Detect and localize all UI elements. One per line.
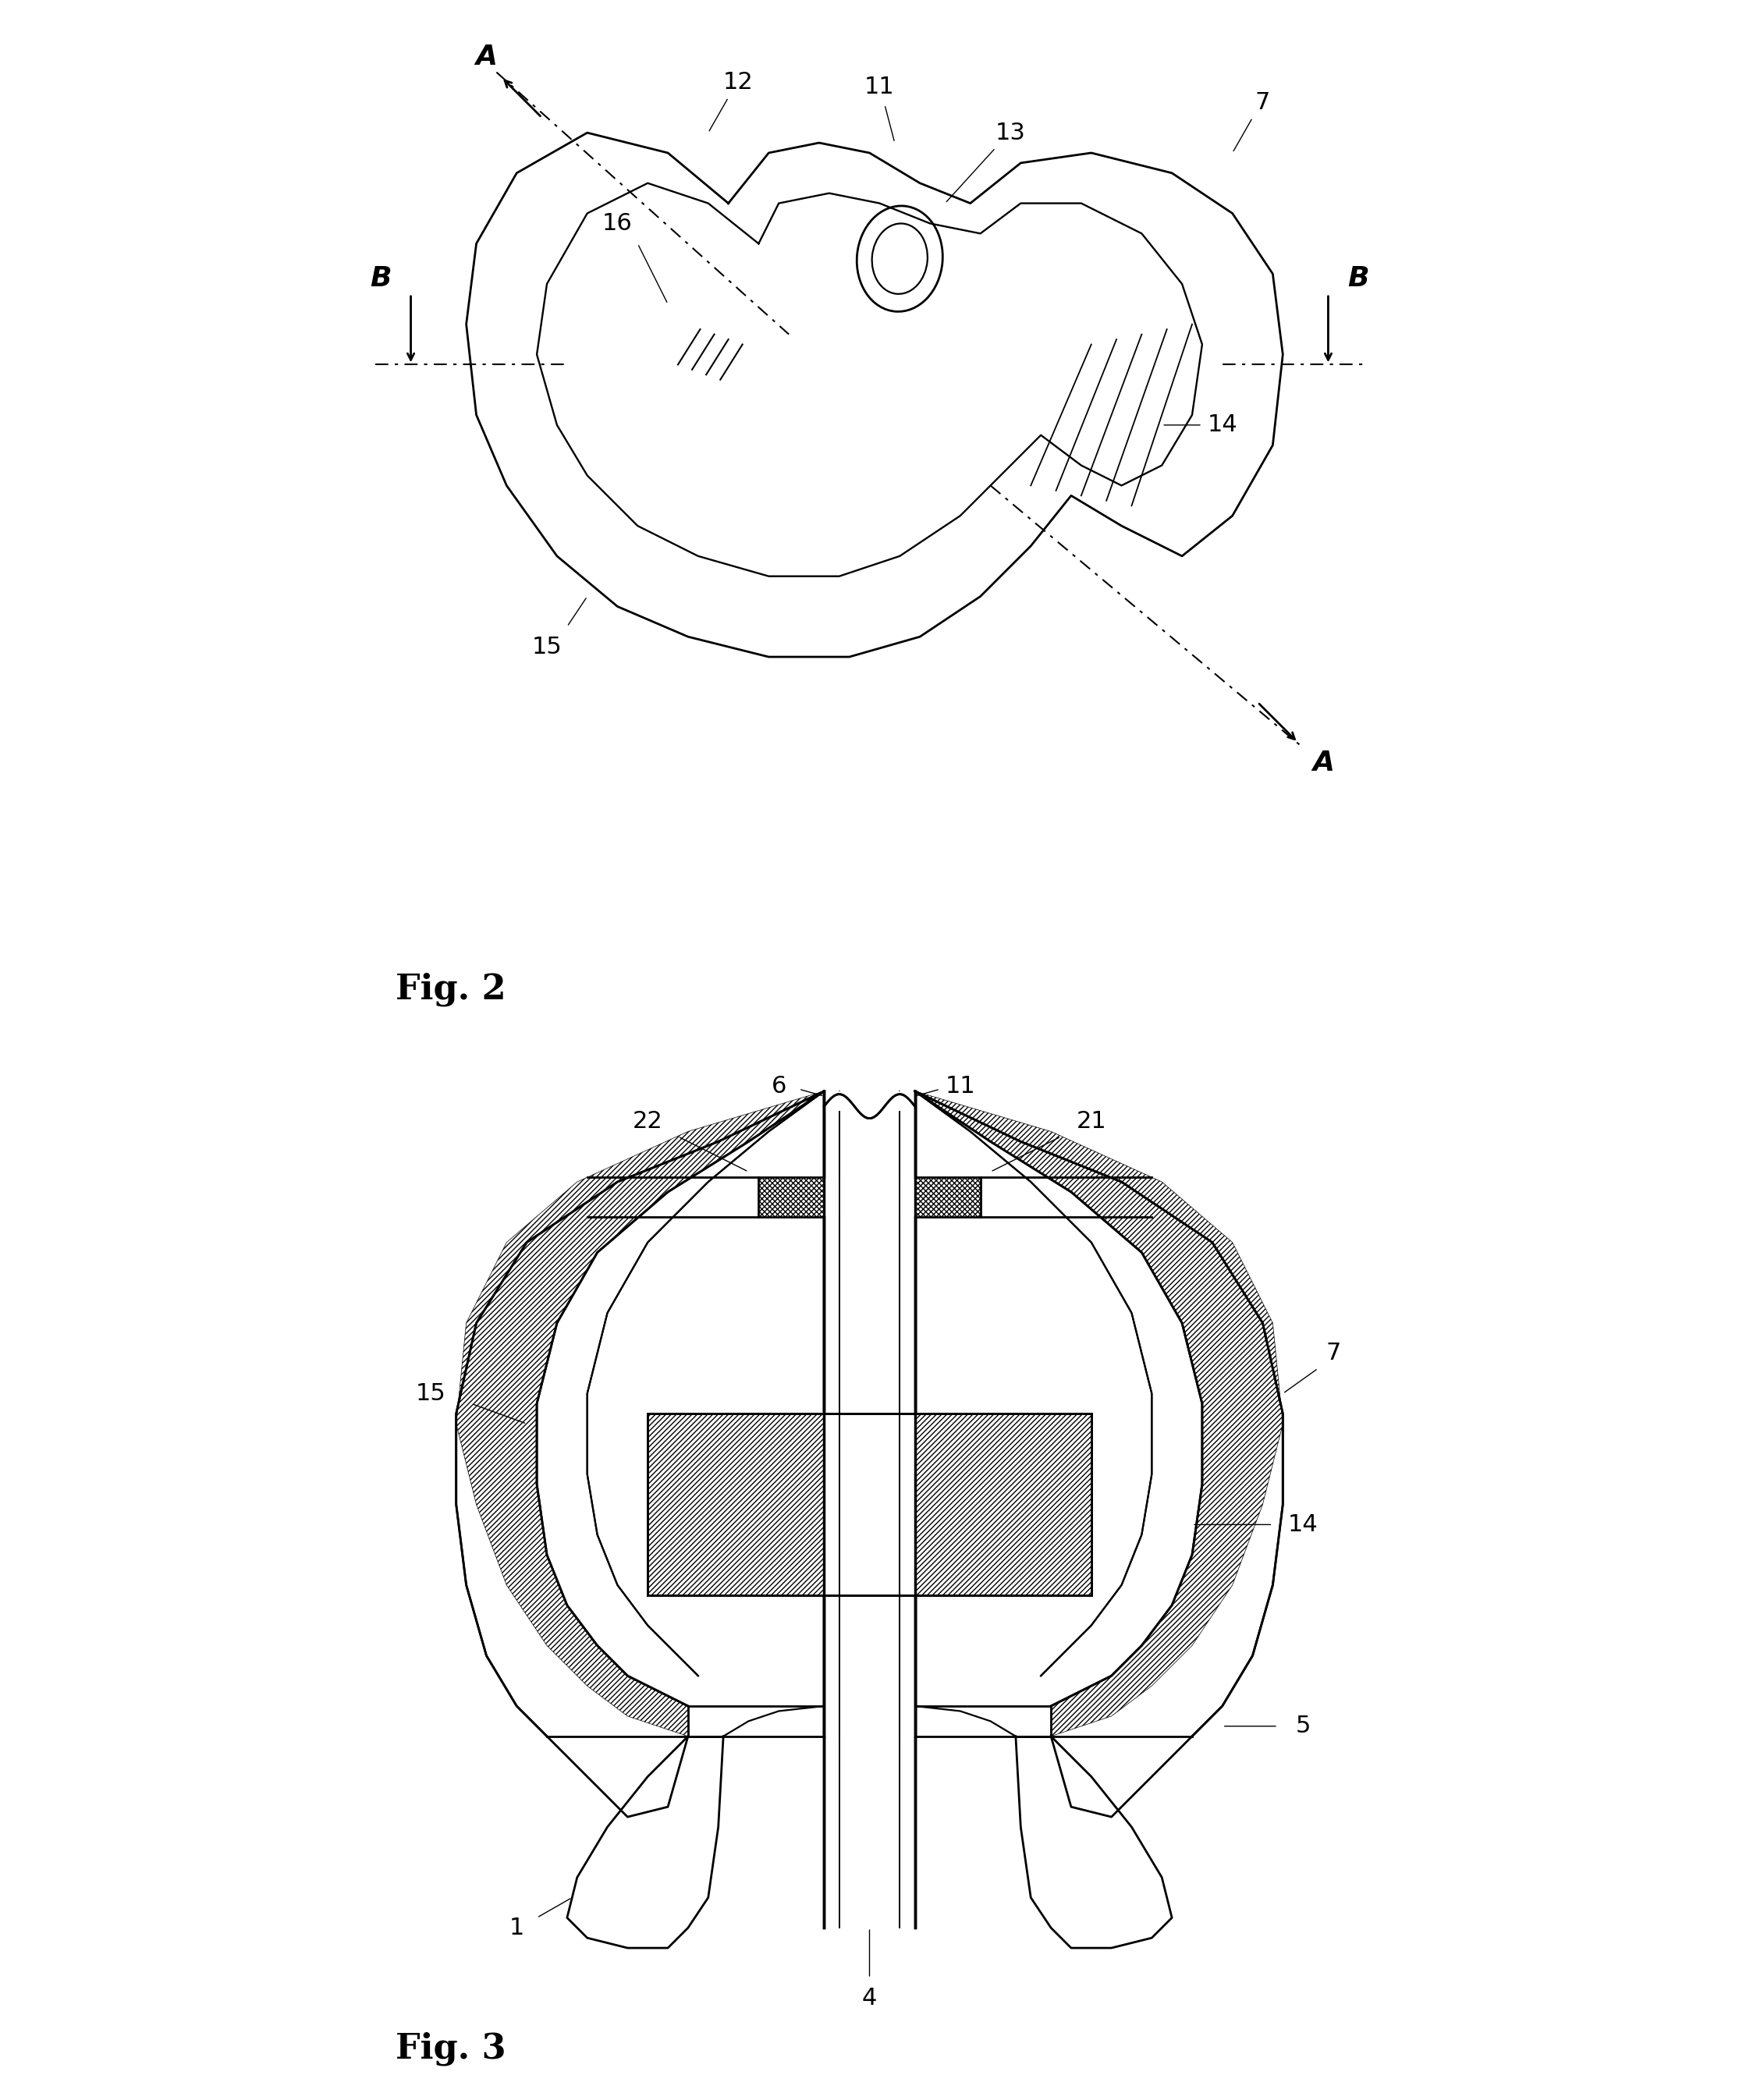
Polygon shape [915,1092,1283,1737]
Text: B: B [370,265,391,292]
Text: 15: 15 [416,1382,447,1405]
Bar [915,1176,981,1218]
Text: 21: 21 [1076,1111,1106,1132]
Text: A: A [1313,750,1334,777]
Bar [647,1413,824,1596]
Text: 7: 7 [1256,90,1269,113]
Text: 4: 4 [863,1987,876,2010]
Bar [915,1176,981,1218]
Text: 7: 7 [1325,1342,1341,1365]
Bar [758,1176,824,1218]
Text: 5: 5 [1296,1716,1311,1737]
Text: 22: 22 [633,1111,663,1132]
Text: 14: 14 [1289,1514,1318,1535]
Bar [915,1413,1092,1596]
Text: 1: 1 [510,1917,523,1938]
Text: A: A [475,44,497,71]
Bar [647,1413,1092,1596]
Bar [824,1092,915,1737]
Text: Fig. 3: Fig. 3 [396,2033,506,2066]
Text: 13: 13 [995,122,1026,145]
Text: 11: 11 [864,76,894,99]
Text: Fig. 2: Fig. 2 [396,972,506,1006]
Text: 12: 12 [723,71,753,94]
Text: 15: 15 [532,636,562,657]
Text: 11: 11 [944,1075,976,1098]
Bar [758,1176,824,1218]
Text: 16: 16 [602,212,633,235]
Text: 14: 14 [1207,414,1238,437]
Polygon shape [456,1092,824,1737]
Text: 6: 6 [770,1075,786,1098]
Text: B: B [1348,265,1369,292]
